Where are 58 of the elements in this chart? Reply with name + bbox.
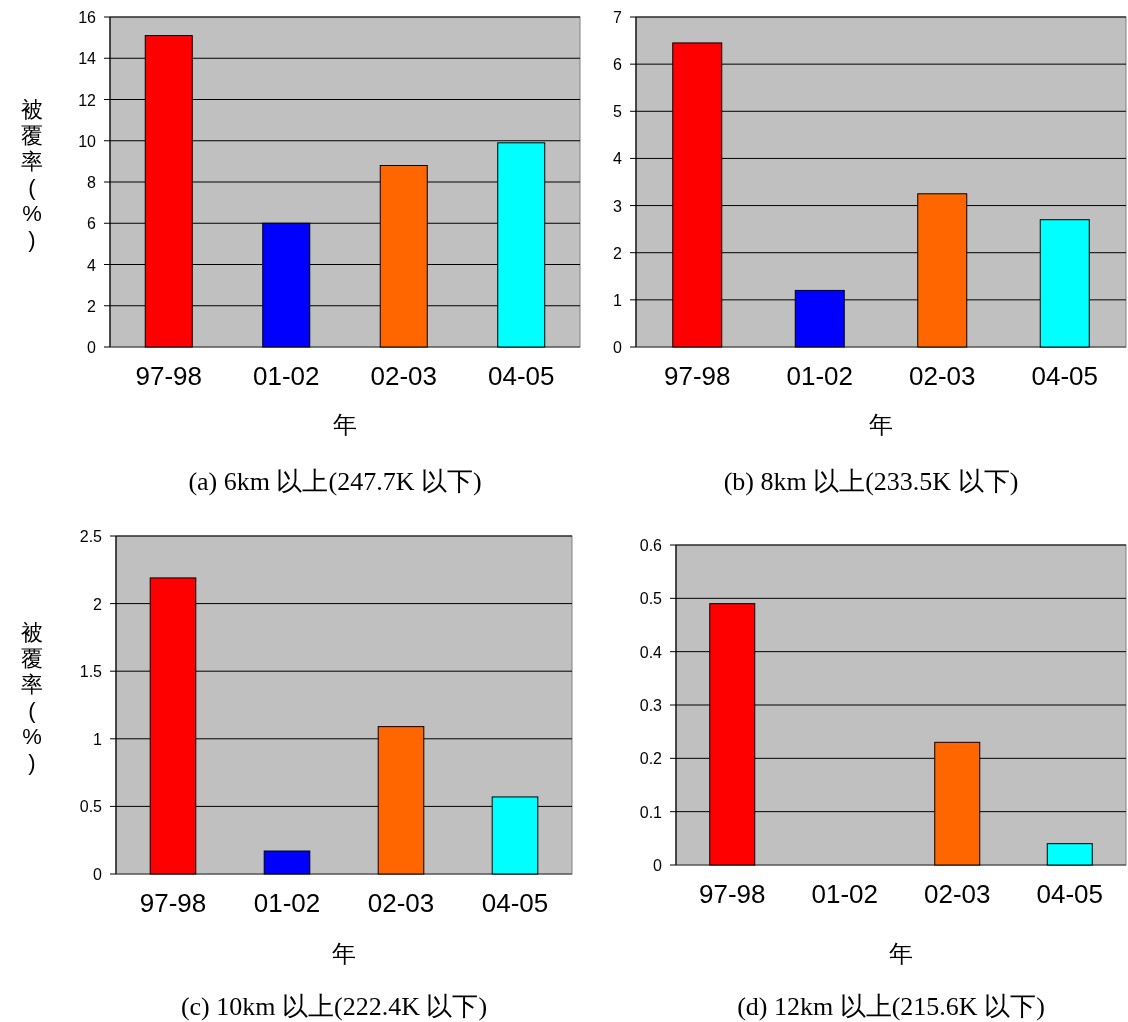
x-tick-label: 97-98 (699, 879, 766, 909)
bar (1046, 843, 1093, 866)
y-tick-label: 0.6 (639, 537, 663, 554)
y-tick-label: 7 (613, 9, 623, 26)
y-tick-label: 4 (613, 150, 623, 168)
y-tick-label: 14 (78, 50, 97, 68)
x-tick-label: 02-03 (924, 879, 991, 909)
y-tick-label: 8 (87, 174, 97, 191)
text: (d) 12km 以上(215.6K 以下) (737, 992, 1045, 1021)
y-tick-label: 6 (87, 215, 97, 233)
x-tick-label: 01-02 (253, 888, 321, 918)
text: (c) 10km 以上(222.4K 以下) (180, 992, 488, 1021)
x-tick-label: 04-05 (481, 888, 549, 918)
y-tick-label: 12 (78, 91, 97, 109)
y-tick-label: 2.5 (79, 528, 103, 545)
x-tick-label: 02-03 (370, 361, 437, 391)
x-tick-label: 04-05 (1031, 361, 1098, 391)
y-axis-title: 被覆率(%) (21, 620, 43, 775)
y-tick-label: 0.1 (639, 803, 663, 821)
x-tick-label: 04-05 (1036, 879, 1103, 909)
x-tick-label: 97-98 (139, 888, 207, 918)
text: (a) 6km 以上(247.7K 以下) (188, 467, 482, 496)
y-tick-label: 1 (613, 291, 623, 309)
y-tick-label: 0.5 (639, 590, 663, 608)
y-tick-label: 4 (87, 256, 97, 274)
y-tick-label: 0 (93, 866, 103, 883)
y-tick-label: 0 (87, 339, 97, 356)
y-axis-title: 被覆率(%) (21, 97, 43, 252)
x-tick-label: 97-98 (664, 361, 731, 391)
text: (b) 8km 以上(233.5K 以下) (723, 467, 1019, 496)
y-tick-label: 16 (78, 9, 97, 26)
y-tick-label: 1 (93, 730, 103, 748)
y-tick-label: 3 (613, 197, 623, 215)
x-axis-title: 年 (332, 940, 356, 967)
x-tick-label: 04-05 (488, 361, 555, 391)
y-tick-label: 0 (653, 857, 663, 874)
x-axis-title: 年 (869, 411, 893, 438)
x-tick-label: 01-02 (786, 361, 853, 391)
y-tick-label: 2 (613, 244, 623, 262)
y-tick-label: 0.2 (639, 750, 663, 768)
x-tick-label: 02-03 (367, 888, 435, 918)
y-tick-label: 0 (613, 339, 623, 356)
y-tick-label: 6 (613, 56, 623, 74)
x-axis-title: 年 (333, 411, 357, 438)
x-tick-label: 01-02 (811, 879, 878, 909)
y-tick-label: 0.4 (639, 643, 663, 661)
y-tick-label: 1.5 (79, 663, 103, 681)
y-tick-label: 5 (613, 103, 623, 121)
x-tick-label: 02-03 (909, 361, 976, 391)
y-tick-label: 2 (93, 595, 103, 613)
x-tick-label: 01-02 (253, 361, 320, 391)
x-axis-title: 年 (889, 940, 913, 967)
bar (263, 850, 311, 875)
x-tick-label: 97-98 (135, 361, 202, 391)
y-tick-label: 10 (78, 132, 97, 150)
y-tick-label: 0.5 (79, 798, 103, 816)
y-tick-label: 0.3 (639, 697, 663, 714)
y-tick-label: 2 (87, 297, 97, 315)
